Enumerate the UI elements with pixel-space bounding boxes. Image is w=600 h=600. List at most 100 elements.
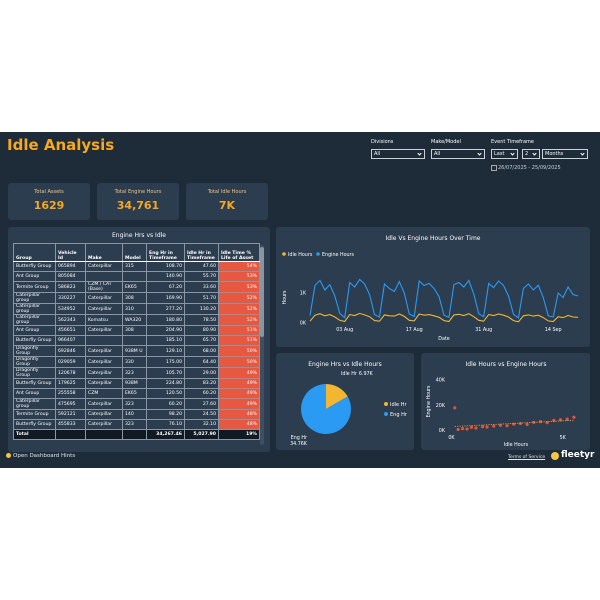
page-title: Idle Analysis — [7, 136, 115, 154]
cell: Caterpillar — [85, 398, 123, 410]
scatter-point — [552, 418, 556, 422]
column-header: Group — [13, 243, 56, 262]
table-row: Butterfly Group 966407 185.10 65.70 51% — [13, 335, 260, 346]
cell: 48% — [218, 419, 260, 430]
y-axis-label: Engine Hours — [426, 385, 432, 418]
chart-panel: Idle Vs Engine Hours Over Time Idle Hours… — [276, 227, 590, 347]
scatter-point — [474, 426, 478, 430]
kpi-card: Total Idle Hours 7K — [186, 183, 268, 220]
cell: 80.90 — [184, 325, 219, 336]
cell: Total — [13, 429, 56, 440]
cell: 49% — [218, 388, 260, 399]
total-row: Total 34,267.46 5,027.90 19% — [13, 429, 260, 440]
scatter-point — [565, 417, 569, 421]
column-header: Eng Hr in Timeframe — [146, 243, 185, 262]
x-tick-label: 14 Sep — [545, 327, 562, 333]
y-tick-label: 0K — [439, 428, 446, 434]
cell: 586823 — [55, 281, 86, 293]
trend-line — [454, 419, 574, 427]
cell: 24.50 — [184, 409, 219, 420]
cell: 27.60 — [184, 398, 219, 410]
cell: Caterpillar group — [13, 314, 56, 326]
legend-marker — [384, 402, 388, 406]
kpi-value: 34,761 — [116, 199, 160, 212]
cell: 64.40 — [184, 356, 219, 368]
number-input[interactable]: 2 — [522, 149, 540, 159]
cell: 175.00 — [146, 356, 185, 368]
scroll-thumb[interactable] — [260, 247, 264, 337]
cell: 49% — [218, 367, 260, 379]
kpi-value: 1629 — [33, 199, 65, 212]
terms-link[interactable]: Terms of Service — [508, 455, 546, 460]
cell: Caterpillar — [85, 356, 123, 368]
cell: 204.90 — [146, 325, 185, 336]
table-panel: Engine Hrs vs Idle Group Vehicle Id Make Mo… — [8, 227, 270, 452]
line-series — [309, 312, 579, 323]
cell: 130.20 — [184, 303, 219, 315]
cell: 60.20 — [146, 398, 185, 410]
date-range: 26/07/2025 - 25/09/2025 — [498, 165, 561, 171]
y-tick-label: 0K — [300, 321, 307, 327]
cell: 48% — [218, 409, 260, 420]
scatter-point — [481, 425, 485, 429]
cell: Caterpillar group — [13, 398, 56, 410]
cell: 185.10 — [146, 335, 185, 346]
scatter-point — [505, 424, 509, 428]
table-title: Engine Hrs vs Idle — [111, 232, 166, 239]
scatter-point — [469, 425, 474, 429]
table-row: Caterpillar group 534952 Caterpillar 310 277… — [13, 303, 260, 315]
cell: 53% — [218, 281, 260, 293]
kpi-label: Total Idle Hours — [207, 189, 247, 195]
table-row: Ant Group 805084 140.90 55.70 53% — [13, 271, 260, 282]
scrollbar[interactable] — [260, 245, 264, 445]
cell: Caterpillar — [85, 261, 123, 272]
dropdown[interactable]: All — [371, 149, 425, 159]
cell: Butterfly Group — [13, 335, 56, 346]
label-value: 34.76K — [290, 441, 308, 447]
kpi-card: Total Assets 1629 — [8, 183, 90, 220]
cell: 19% — [218, 429, 260, 440]
cell: Caterpillar — [85, 409, 123, 420]
cell: 78.50 — [184, 314, 219, 326]
scatter-point — [538, 420, 543, 424]
cell: 50% — [218, 345, 260, 357]
kpi-label: Total Assets — [34, 189, 64, 195]
cell: 323 — [122, 419, 147, 430]
column-header: Make — [85, 243, 123, 262]
cell: Caterpillar group — [13, 292, 56, 304]
cell: 67.20 — [146, 281, 185, 293]
table-row: Caterpillar group 330227 Caterpillar 308 169… — [13, 292, 260, 304]
line-series — [309, 278, 579, 319]
cell: 475695 — [55, 398, 86, 410]
cell: 51% — [218, 335, 260, 346]
x-tick-label: 03 Aug — [336, 327, 353, 333]
x-tick-label: 5K — [560, 435, 567, 441]
column-header: Model — [122, 243, 147, 262]
dropdown[interactable]: Last — [491, 149, 518, 159]
cell: 140.90 — [146, 271, 185, 282]
cell: 455833 — [55, 419, 86, 430]
checkbox[interactable] — [491, 165, 497, 171]
hints-link[interactable]: Open Dashboard Hints — [13, 453, 76, 459]
table-row: Butterfly Group 179625 Caterpillar 938M 224.… — [13, 378, 260, 389]
hint-icon — [6, 453, 11, 458]
dropdown[interactable]: Months — [542, 149, 588, 159]
cell: 55.70 — [184, 271, 219, 282]
scatter-point — [465, 427, 469, 431]
filter-label: Divisions — [371, 139, 394, 145]
cell: 065894 — [55, 261, 86, 272]
cell: Ant Group — [13, 271, 56, 282]
cell: 938M — [122, 378, 147, 389]
cell: Termite Group — [13, 281, 56, 293]
cell: 169.90 — [146, 292, 185, 304]
dropdown[interactable]: All — [431, 149, 485, 159]
cell — [85, 429, 123, 440]
cell: 323 — [122, 398, 147, 410]
cell: 50% — [218, 356, 260, 368]
cell: Komatsu — [85, 314, 123, 326]
scatter-point — [453, 406, 457, 410]
cell: 315 — [122, 261, 147, 272]
cell: 308 — [122, 325, 147, 336]
cell: 98.20 — [146, 409, 185, 420]
